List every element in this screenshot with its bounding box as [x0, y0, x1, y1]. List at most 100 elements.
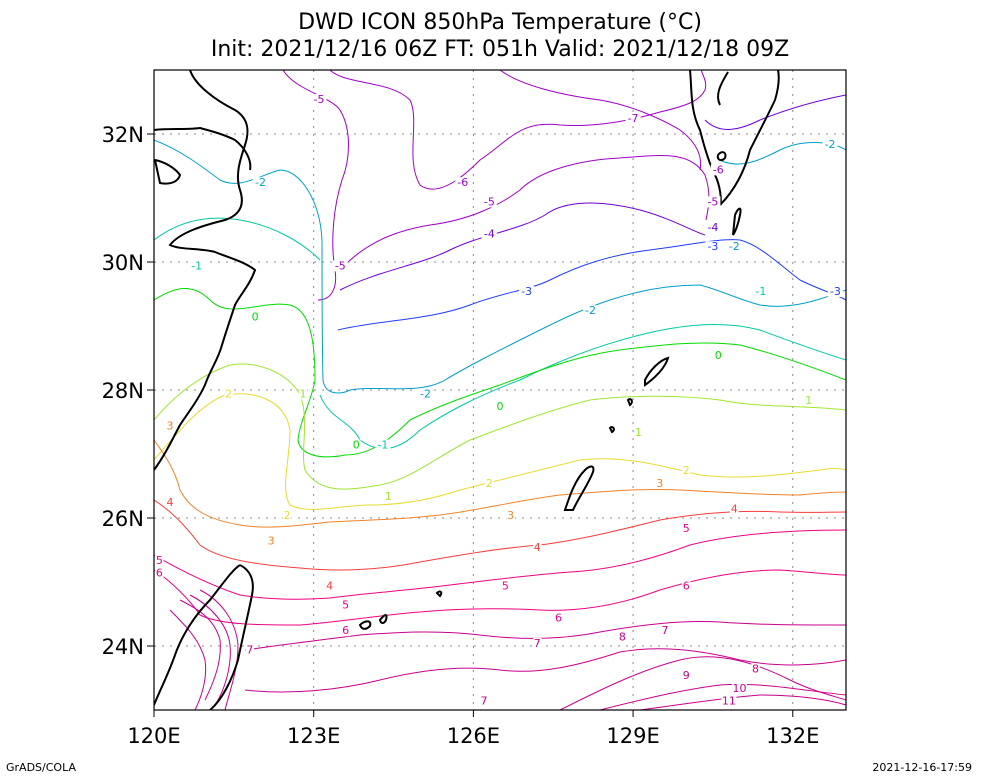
contour-label: 3 — [656, 477, 663, 490]
contour-label-bg — [827, 286, 843, 297]
contour-label-bg — [341, 599, 350, 611]
contour-label-bg — [481, 196, 497, 208]
contour-label: 2 — [225, 387, 232, 400]
contour-label: 10 — [733, 682, 747, 695]
contour-label: 7 — [662, 624, 669, 637]
amami-coastline — [644, 356, 670, 387]
x-tick-label: 129E — [606, 724, 659, 748]
contour-label-bg — [417, 388, 433, 400]
render-timestamp: 2021-12-16-17:59 — [872, 761, 972, 774]
contour-label: -4 — [707, 221, 718, 234]
contour-label-bg — [341, 625, 350, 637]
contour-label: 2 — [683, 464, 690, 477]
isotherm-minus6 — [329, 70, 707, 190]
contour-label-bg — [155, 554, 164, 566]
contour-label-bg — [332, 260, 348, 272]
contour-label-bg — [383, 490, 393, 502]
contour-label-bg — [485, 478, 494, 489]
contour-label: -6 — [713, 163, 724, 176]
isotherm-minus5b — [344, 154, 710, 266]
daito-coastline — [435, 590, 443, 598]
contour-label: 5 — [683, 522, 690, 535]
kyushu-coast-b — [717, 71, 729, 106]
contour-label: 5 — [156, 554, 163, 567]
contour-label-bg — [713, 350, 723, 361]
isotherm-one — [154, 363, 846, 490]
contour-label-bg — [705, 222, 721, 233]
contour-label: 7 — [481, 695, 488, 708]
contour-label-bg — [655, 478, 664, 489]
contour-label: 4 — [326, 579, 333, 592]
y-tick-label: 28N — [102, 379, 144, 403]
contour-label: -5 — [484, 195, 495, 208]
y-tick-label: 26N — [102, 507, 144, 531]
isotherm-eight — [559, 656, 846, 710]
contour-label: 5 — [342, 599, 349, 612]
isotherm-minus1 — [154, 217, 321, 261]
contour-label-bg — [682, 522, 691, 534]
isotherm-taiwan-b — [189, 594, 231, 706]
contour-label-bg — [519, 286, 535, 297]
map-subtitle: Init: 2021/12/16 06Z FT: 051h Valid: 202… — [210, 37, 790, 62]
contour-label-bg — [245, 644, 255, 656]
contour-label-bg — [189, 260, 205, 272]
contour-label-bg — [375, 439, 391, 451]
contour-label: 8 — [752, 663, 759, 676]
contour-label-bg — [634, 426, 643, 438]
x-tick-label: 120E — [127, 724, 180, 748]
contour-label: 3 — [166, 419, 173, 432]
contour-label: 2 — [284, 509, 291, 522]
contour-label: -3 — [521, 285, 532, 298]
contour-label: 3 — [507, 509, 514, 522]
x-tick-label: 132E — [766, 724, 819, 748]
isotherm-six — [154, 569, 846, 626]
jeju-coastline — [154, 158, 182, 185]
isotherm-zero — [154, 287, 846, 458]
axis-ticks — [147, 133, 794, 717]
contour-label-bg — [582, 305, 598, 317]
contour-label-bg — [682, 580, 691, 592]
okinawa-coastline — [563, 465, 595, 511]
contour-label: 6 — [683, 579, 690, 592]
contour-label-bg — [533, 638, 542, 649]
contour-label-bg — [729, 503, 739, 515]
isotherm-four — [154, 499, 846, 571]
contour-label-bg — [266, 535, 276, 547]
contour-label: -2 — [420, 387, 431, 400]
isotherm-three — [154, 439, 846, 528]
contour-label: 1 — [805, 394, 812, 407]
contour-label-bg — [618, 631, 627, 643]
isotherm-minus7 — [499, 70, 702, 171]
contour-label-bg — [705, 196, 721, 208]
contour-label: 4 — [534, 541, 541, 554]
contour-label-bg — [726, 241, 742, 253]
isotherm-five — [154, 529, 846, 600]
contour-label-bg — [165, 497, 175, 509]
contour-label-bg — [455, 177, 471, 189]
contour-labels: -5 -7 -6 -5 -6 -5 -4 -4 -5 -3 -3 -3 -2 -2 -2 -2 -2 -1 -1 -1… — [155, 93, 843, 708]
contour-label: -7 — [628, 112, 639, 125]
contour-label: -2 — [729, 240, 740, 253]
contour-label: -5 — [707, 195, 718, 208]
contour-label: 7 — [246, 643, 253, 656]
contour-label: 0 — [353, 439, 360, 452]
isotherm-taiwan-a — [179, 599, 221, 701]
contour-label-bg — [660, 625, 670, 637]
contour-label-bg — [155, 567, 164, 579]
y-tick-label: 32N — [102, 123, 144, 147]
longitude-labels: 120E 123E 126E 129E 132E — [127, 724, 819, 748]
y-tick-label: 30N — [102, 251, 144, 275]
grads-credit: GrADS/COLA — [6, 761, 76, 774]
contour-label-bg — [682, 465, 691, 477]
contour-label-bg — [311, 94, 327, 105]
contour-label: 1 — [300, 387, 307, 400]
isotherm-minus1b — [319, 324, 846, 450]
contour-label-bg — [804, 394, 813, 406]
contour-label-bg — [352, 439, 361, 451]
small-island-1 — [626, 398, 633, 407]
isotherm-minus2 — [154, 139, 846, 394]
small-island-2 — [608, 426, 615, 434]
contour-label-bg — [224, 388, 233, 400]
contour-label-bg — [732, 682, 748, 694]
china-coastline — [154, 70, 257, 471]
